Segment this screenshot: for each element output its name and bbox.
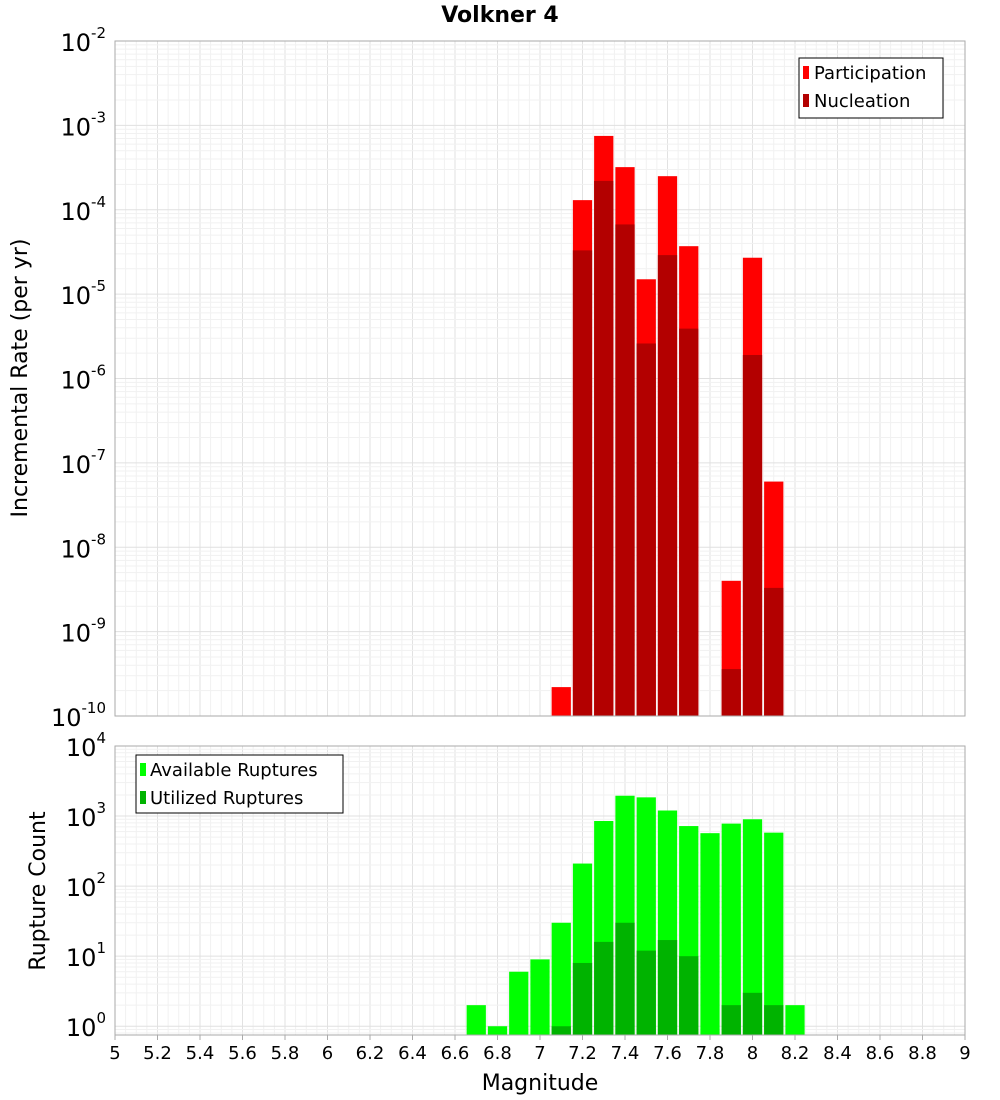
utilized-ruptures-bar	[551, 1026, 571, 1035]
magnitude-x-tick-label: 7.4	[611, 1043, 640, 1064]
rupture-y-axis-label: Rupture Count	[26, 811, 51, 971]
utilized-ruptures-bar	[615, 922, 635, 1035]
rate-y-tick-label: 10-7	[60, 446, 106, 479]
magnitude-x-tick-label: 5.2	[143, 1043, 172, 1064]
utilized-legend-label: Utilized Ruptures	[150, 788, 303, 809]
available-ruptures-bar	[530, 959, 550, 1035]
available-ruptures-bar	[721, 823, 741, 1035]
participation-legend-label: Participation	[814, 63, 926, 84]
magnitude-x-tick-label: 7	[534, 1043, 545, 1064]
available-ruptures-bar	[700, 833, 720, 1035]
nucleation-bar	[742, 354, 763, 716]
rate-y-tick-label: 10-5	[60, 277, 106, 310]
rupture-y-tick-label: 104	[66, 729, 106, 762]
rupture-y-tick-label: 100	[66, 1009, 106, 1042]
magnitude-x-tick-label: 8.6	[866, 1043, 895, 1064]
rate-y-tick-label: 10-3	[60, 108, 106, 141]
nucleation-bar	[572, 250, 593, 717]
utilized-ruptures-bar	[636, 950, 656, 1035]
available-ruptures-bar	[785, 1005, 805, 1035]
magnitude-x-tick-label: 8.2	[781, 1043, 810, 1064]
magnitude-x-tick-label: 6	[322, 1043, 333, 1064]
rupture-y-ticks: 100 101 102 103 104	[66, 729, 106, 1042]
magnitude-x-tick-label: 6.2	[356, 1043, 385, 1064]
available-ruptures-bar	[487, 1026, 508, 1035]
rate-plot: 10-10 10-9 10-8 10-7 10-6 10-5 10-4 10-3 10-2 In…	[8, 24, 966, 732]
magnitude-x-tick-label: 5.4	[186, 1043, 215, 1064]
rupture-legend: Available Ruptures Utilized Ruptures	[135, 754, 344, 814]
rate-y-tick-label: 10-6	[60, 362, 106, 395]
magnitude-x-tick-label: 8.8	[908, 1043, 937, 1064]
available-ruptures-bar	[764, 832, 784, 1035]
nucleation-legend-swatch	[803, 94, 809, 107]
magnitude-x-tick-label: 8.4	[823, 1043, 852, 1064]
utilized-ruptures-bar	[594, 941, 614, 1035]
available-legend-swatch	[140, 763, 146, 776]
rate-y-tick-label: 10-4	[60, 193, 106, 226]
utilized-legend-swatch	[140, 791, 146, 804]
magnitude-x-tick-label: 7.2	[568, 1043, 597, 1064]
rate-gridlines	[114, 40, 966, 717]
rupture-y-tick-label: 102	[66, 869, 106, 902]
available-legend-label: Available Ruptures	[150, 760, 318, 781]
rate-y-tick-label: 10-9	[60, 615, 106, 648]
chart-title: Volkner 4	[441, 3, 559, 28]
rate-y-ticks: 10-10 10-9 10-8 10-7 10-6 10-5 10-4 10-3 10-2	[51, 24, 106, 732]
magnitude-x-tick-label: 8	[747, 1043, 758, 1064]
utilized-ruptures-bar	[764, 1005, 784, 1035]
rupture-y-tick-label: 103	[66, 799, 106, 832]
magnitude-x-tick-label: 5.8	[271, 1043, 300, 1064]
utilized-ruptures-bar	[721, 1005, 741, 1035]
nucleation-bar	[764, 587, 784, 716]
magnitude-x-axis-label: Magnitude	[482, 1071, 599, 1096]
nucleation-bar	[594, 180, 614, 716]
magnitude-x-tick-label: 9	[959, 1043, 970, 1064]
rate-y-tick-label: 10-8	[60, 530, 106, 563]
utilized-ruptures-bar	[572, 962, 593, 1035]
rupture-y-tick-label: 101	[66, 939, 106, 972]
rate-legend: Participation Nucleation	[798, 57, 944, 119]
rate-plot-frame	[114, 40, 966, 717]
nucleation-bar	[615, 224, 635, 717]
utilized-ruptures-bar	[657, 940, 678, 1035]
available-ruptures-bar	[509, 971, 529, 1035]
available-ruptures-bar	[742, 819, 763, 1035]
magnitude-x-tick-label: 5.6	[228, 1043, 257, 1064]
rate-bars	[551, 135, 784, 717]
magnitude-x-tick-label: 5	[109, 1043, 120, 1064]
magnitude-x-tick-label: 6.8	[483, 1043, 512, 1064]
rupture-bars	[466, 795, 805, 1035]
nucleation-bar	[721, 669, 741, 716]
magnitude-x-ticks: 5 5.2 5.4 5.6 5.8 6 6.2 6.4 6.6 6.8 7 7.2 7.4 7.6 7.8 8…	[109, 1035, 971, 1064]
utilized-ruptures-bar	[679, 956, 699, 1035]
rate-legend-box	[798, 57, 944, 119]
nucleation-bar	[657, 255, 678, 716]
magnitude-x-tick-label: 7.8	[696, 1043, 725, 1064]
available-ruptures-bar	[466, 1005, 486, 1035]
rate-y-axis-label: Incremental Rate (per yr)	[8, 239, 33, 518]
rate-y-tick-label: 10-2	[60, 24, 106, 57]
participation-legend-swatch	[803, 66, 809, 79]
nucleation-bar	[636, 343, 656, 716]
nucleation-bar	[679, 328, 699, 716]
magnitude-x-tick-label: 6.6	[441, 1043, 470, 1064]
utilized-ruptures-bar	[742, 992, 763, 1035]
rupture-count-plot: 100 101 102 103 104 5 5.2 5.4 5.6 5.8 6 6.2 6.4 6.6 6…	[26, 729, 971, 1096]
nucleation-legend-label: Nucleation	[814, 91, 910, 112]
magnitude-x-tick-label: 7.6	[653, 1043, 682, 1064]
magnitude-x-tick-label: 6.4	[398, 1043, 427, 1064]
rupture-legend-box	[135, 754, 344, 814]
rate-y-tick-label: 10-10	[51, 699, 106, 732]
available-ruptures-bar	[551, 922, 571, 1035]
participation-bar	[551, 687, 571, 716]
